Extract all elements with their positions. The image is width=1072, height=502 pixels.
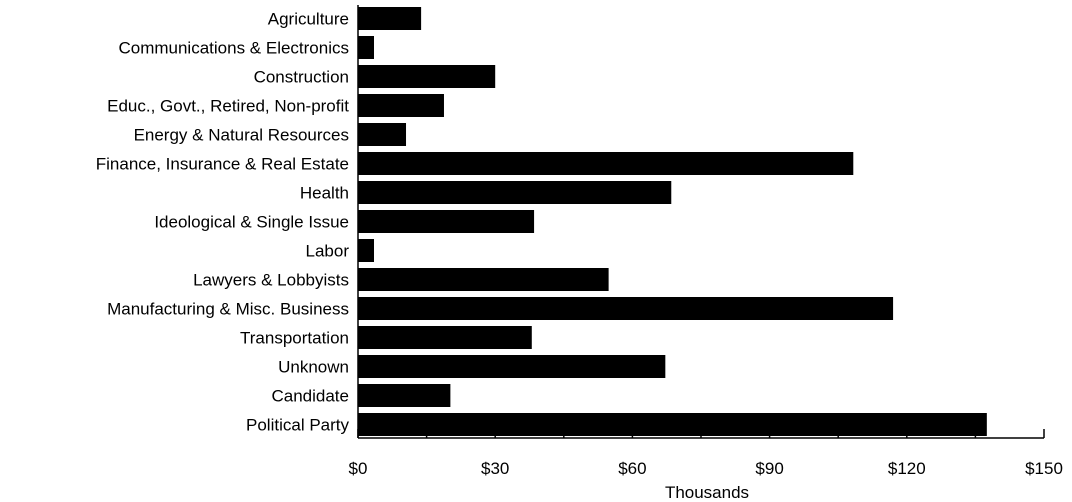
x-tick-label-5: $150 xyxy=(1025,459,1063,478)
category-label-5: Finance, Insurance & Real Estate xyxy=(96,155,349,174)
bar-11 xyxy=(358,326,532,349)
category-label-2: Construction xyxy=(254,68,349,87)
category-label-8: Labor xyxy=(306,242,350,261)
category-label-4: Energy & Natural Resources xyxy=(134,126,349,145)
category-label-7: Ideological & Single Issue xyxy=(154,213,349,232)
x-tick-labels: $0 $30 $60 $90 $120 $150 xyxy=(349,459,1063,478)
category-label-12: Unknown xyxy=(278,358,349,377)
bar-8 xyxy=(358,239,375,262)
category-label-3: Educ., Govt., Retired, Non-profit xyxy=(107,97,349,116)
x-tick-label-0: $0 xyxy=(349,459,368,478)
bars-group xyxy=(358,7,987,436)
bar-4 xyxy=(358,123,407,146)
bar-2 xyxy=(358,65,496,88)
bar-9 xyxy=(358,268,609,291)
bar-14 xyxy=(358,413,987,436)
category-label-10: Manufacturing & Misc. Business xyxy=(107,300,349,319)
bar-7 xyxy=(358,210,535,233)
bar-1 xyxy=(358,36,375,59)
bar-13 xyxy=(358,384,451,407)
category-label-13: Candidate xyxy=(271,387,349,406)
bar-5 xyxy=(358,152,854,175)
x-tick-label-1: $30 xyxy=(481,459,509,478)
bar-3 xyxy=(358,94,444,117)
x-tick-label-2: $60 xyxy=(618,459,646,478)
bar-12 xyxy=(358,355,666,378)
category-label-1: Communications & Electronics xyxy=(118,39,349,58)
category-label-6: Health xyxy=(300,184,349,203)
category-label-11: Transportation xyxy=(240,329,349,348)
category-label-0: Agriculture xyxy=(268,10,349,29)
x-ticks-group xyxy=(357,429,1045,438)
x-tick-label-3: $90 xyxy=(755,459,783,478)
category-label-9: Lawyers & Lobbyists xyxy=(193,271,349,290)
bar-10 xyxy=(358,297,894,320)
bar-0 xyxy=(358,7,422,30)
category-label-14: Political Party xyxy=(246,416,349,435)
bar-6 xyxy=(358,181,672,204)
x-tick-label-4: $120 xyxy=(888,459,926,478)
x-axis-title: Thousands xyxy=(665,483,749,502)
category-labels: Agriculture Communications & Electronics C… xyxy=(96,10,350,435)
